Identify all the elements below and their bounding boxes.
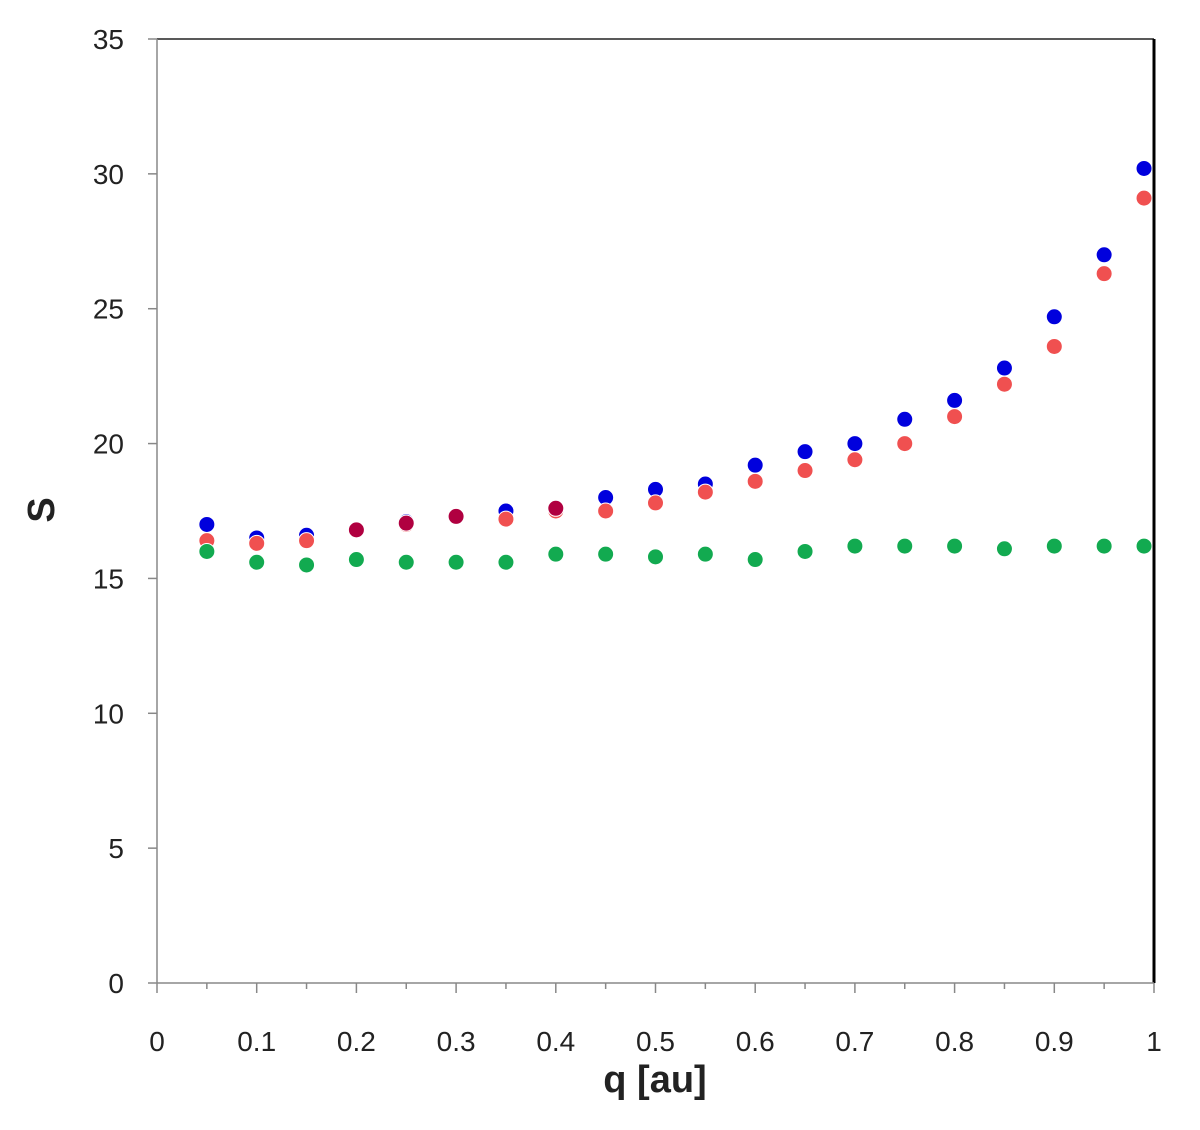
data-point (647, 494, 664, 512)
data-point (447, 507, 465, 525)
y-tick-label: 10 (93, 698, 124, 729)
data-point (248, 553, 266, 571)
x-tick-label: 0.2 (337, 1026, 376, 1057)
data-point (995, 359, 1013, 377)
x-tick-label: 0 (149, 1026, 165, 1057)
x-tick-label: 0.6 (736, 1026, 775, 1057)
data-point (746, 456, 764, 474)
x-tick-label: 0.1 (237, 1026, 276, 1057)
data-point (846, 435, 864, 453)
data-point (846, 451, 864, 469)
x-axis: 0 0.1 0.2 0.3 0.4 0.5 0.6 0.7 0.8 0.9 1 (149, 983, 1162, 1057)
y-tick-label: 20 (93, 429, 124, 460)
data-point (198, 515, 216, 533)
data-point (1135, 159, 1153, 177)
y-tick-label: 15 (93, 563, 124, 594)
x-tick-label: 0.9 (1035, 1026, 1074, 1057)
data-point (1045, 537, 1063, 555)
data-point (597, 545, 615, 563)
data-point (547, 499, 565, 517)
x-tick-label: 0.4 (536, 1026, 575, 1057)
data-point (746, 472, 764, 490)
data-point (796, 443, 814, 461)
data-point (696, 483, 714, 501)
y-tick-label: 5 (108, 833, 124, 864)
overlap-points (347, 499, 565, 539)
data-point (796, 542, 814, 560)
data-point (547, 545, 565, 563)
data-point (198, 542, 216, 560)
data-point (995, 540, 1013, 558)
data-point (347, 551, 365, 569)
data-point (746, 551, 764, 569)
series-1 (198, 159, 1153, 547)
data-point (647, 548, 664, 566)
data-point (896, 410, 914, 428)
data-point (796, 462, 814, 480)
y-tick-label: 35 (93, 24, 124, 55)
data-point (597, 502, 615, 520)
y-axis-label: S (21, 497, 63, 522)
series-3 (198, 537, 1153, 574)
data-point (946, 537, 964, 555)
x-axis-label: q [au] (603, 1059, 706, 1101)
data-point (298, 532, 316, 550)
x-tick-label: 0.5 (636, 1026, 675, 1057)
x-tick-label: 1 (1146, 1026, 1162, 1057)
data-point (347, 521, 365, 539)
data-point (1135, 189, 1153, 207)
data-point (397, 514, 415, 532)
data-point (896, 537, 914, 555)
data-point (248, 534, 266, 552)
y-axis: 0 5 10 15 20 25 30 35 (93, 24, 157, 999)
data-point (497, 510, 515, 528)
data-point (995, 375, 1013, 393)
data-point (946, 391, 964, 409)
y-tick-label: 0 (108, 968, 124, 999)
data-point (1045, 308, 1063, 326)
data-point (1045, 337, 1063, 355)
data-point (497, 553, 515, 571)
data-point (1095, 265, 1113, 283)
data-point (696, 545, 714, 563)
x-tick-label: 0.3 (437, 1026, 476, 1057)
data-point (1095, 246, 1113, 264)
y-tick-label: 30 (93, 159, 124, 190)
data-point (397, 553, 415, 571)
data-points (198, 159, 1153, 574)
data-point (1135, 537, 1153, 555)
data-point (1095, 537, 1113, 555)
y-tick-label: 25 (93, 294, 124, 325)
data-point (846, 537, 864, 555)
data-point (447, 553, 465, 571)
data-point (298, 556, 316, 574)
x-tick-label: 0.7 (835, 1026, 874, 1057)
x-tick-label: 0.8 (935, 1026, 974, 1057)
data-point (946, 408, 964, 426)
data-point (896, 435, 914, 453)
